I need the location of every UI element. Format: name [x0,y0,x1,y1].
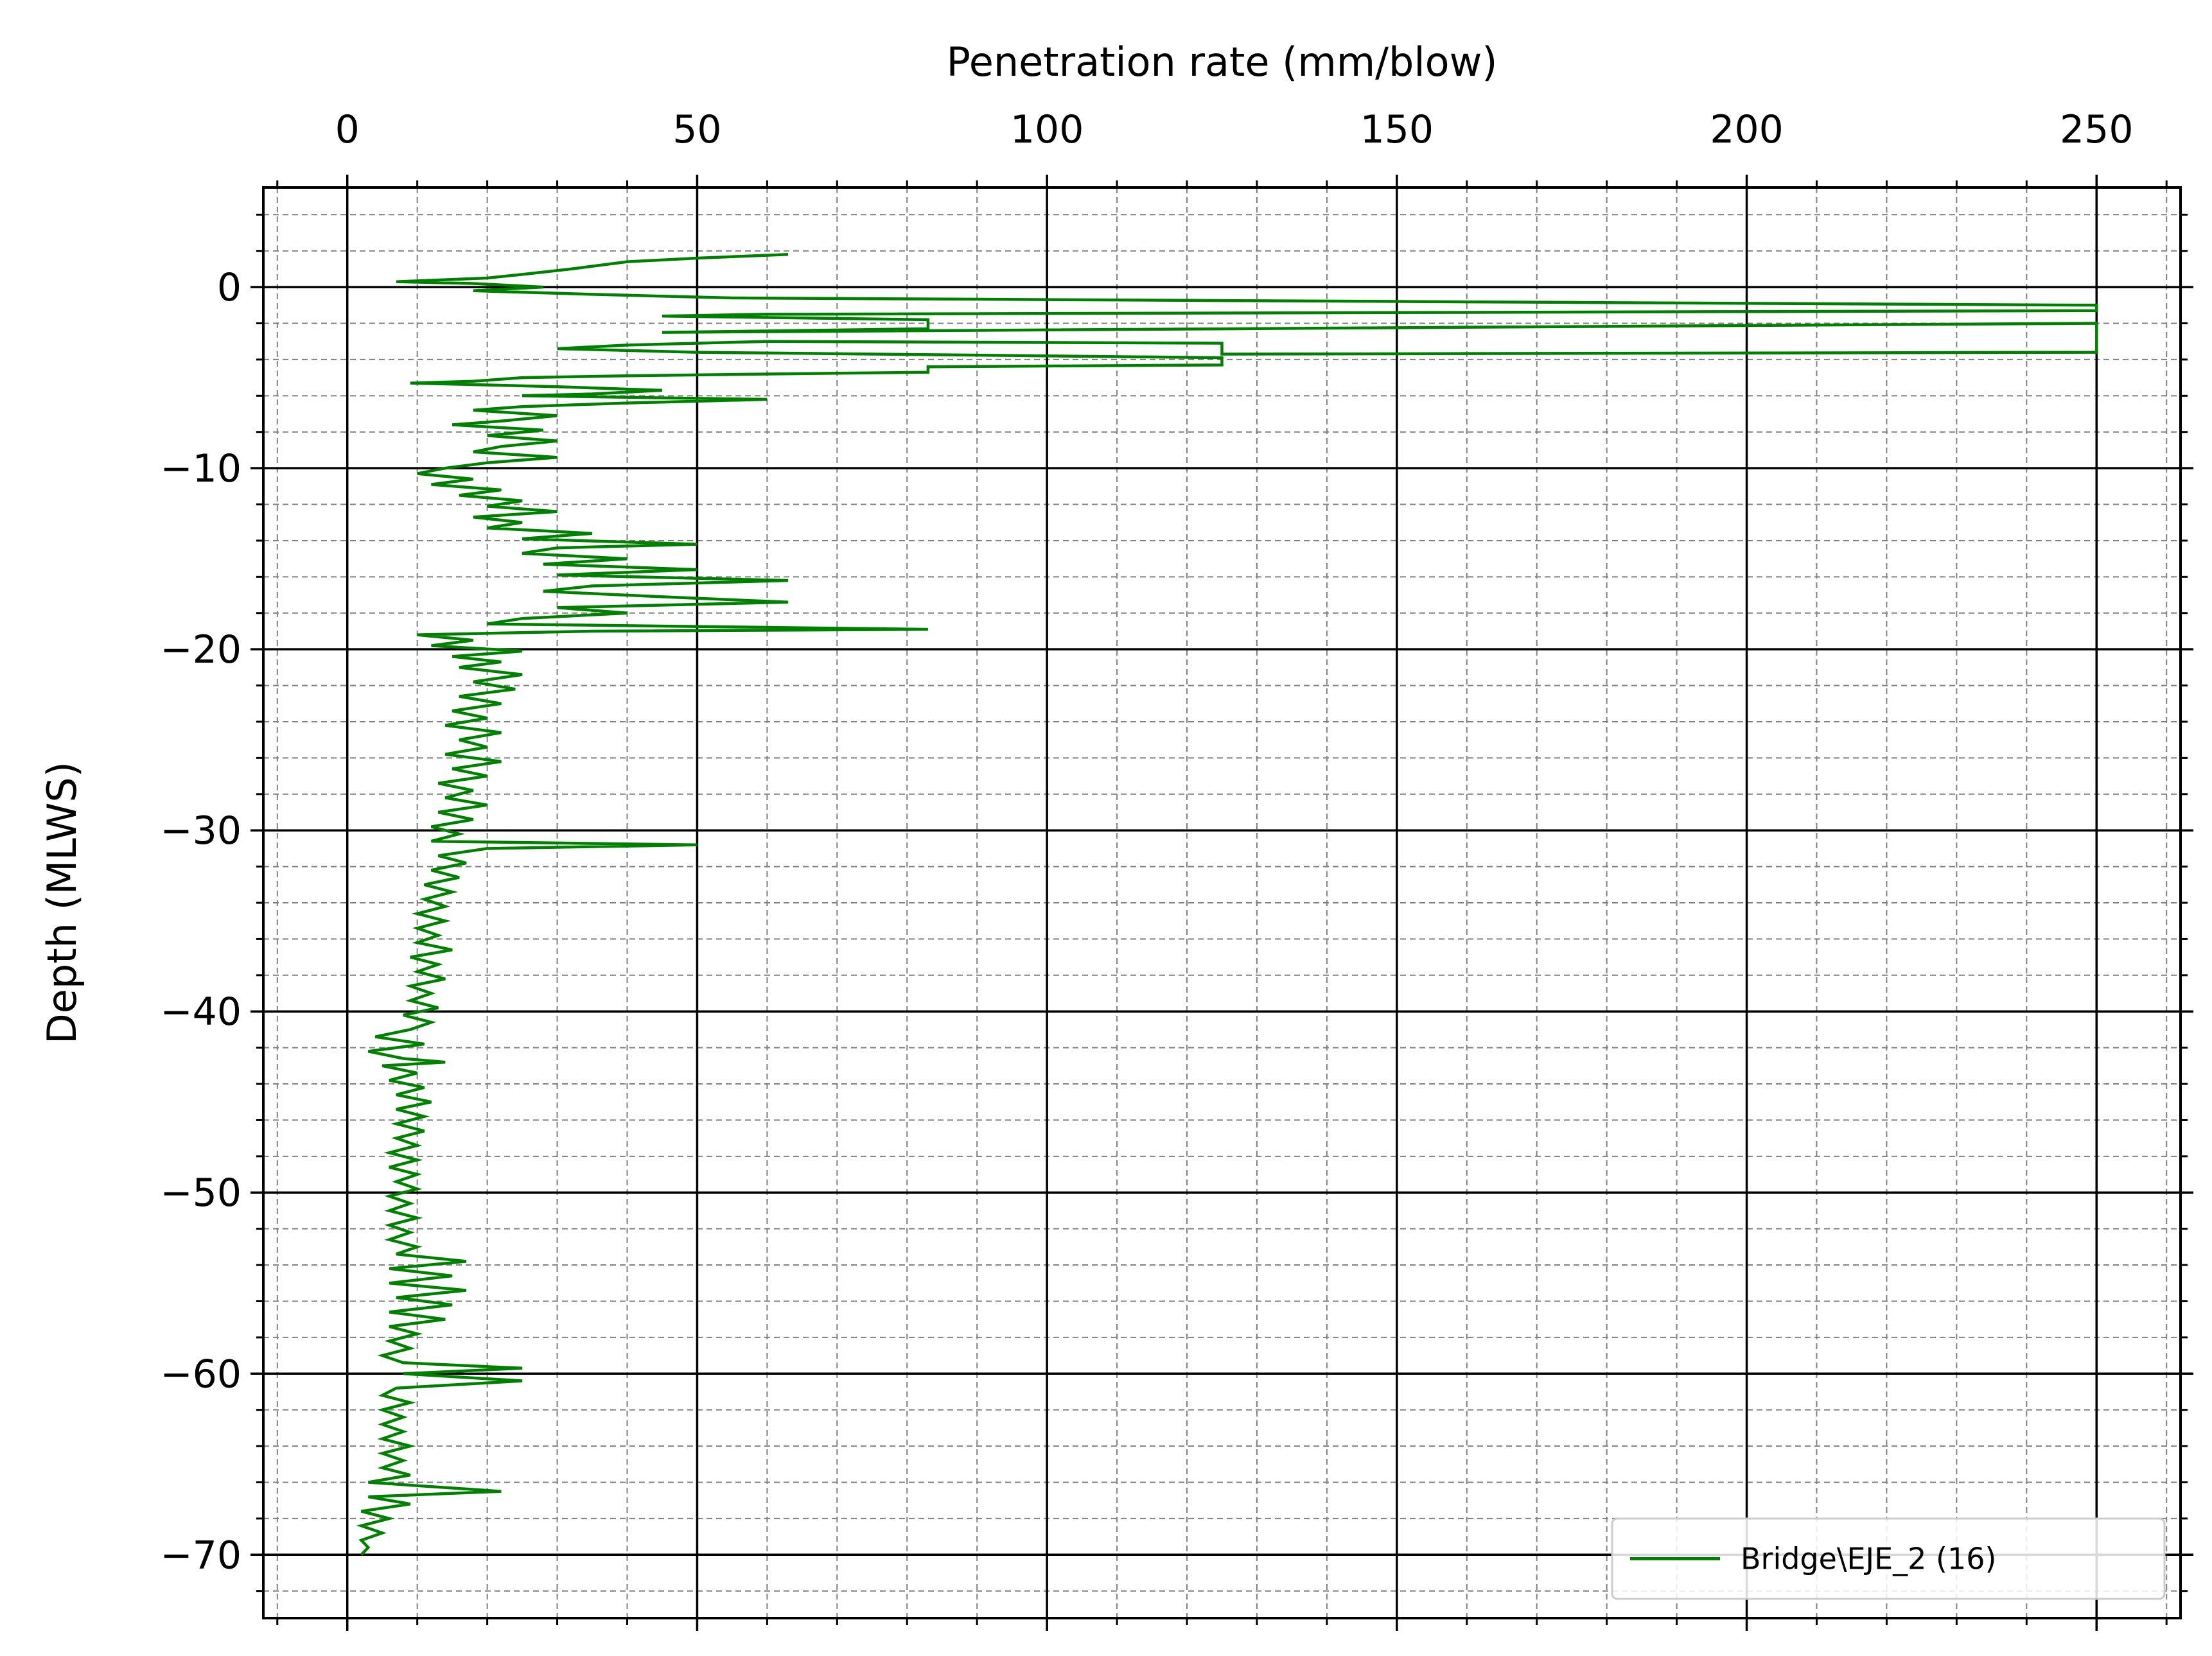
y-tick-label: −30 [160,808,241,853]
x-tick-label: 150 [1360,107,1434,152]
x-tick-label: 100 [1010,107,1084,152]
x-tick-label: 200 [1710,107,1784,152]
legend-label: Bridge\EJE_2 (16) [1741,1542,1996,1576]
y-tick-label: −70 [160,1533,241,1578]
y-tick-label: −50 [160,1171,241,1216]
x-axis-title: Penetration rate (mm/blow) [947,39,1498,85]
x-tick-label: 0 [335,107,360,152]
y-tick-label: −60 [160,1352,241,1397]
y-tick-label: −10 [160,446,241,491]
y-tick-label: 0 [217,265,241,310]
series-line-0 [356,253,2098,1556]
x-tick-label: 250 [2060,107,2134,152]
y-axis-title: Depth (MLWS) [39,762,85,1044]
legend-box [1611,1517,2166,1600]
x-tick-label: 50 [672,107,721,152]
legend: Bridge\EJE_2 (16) [1611,1517,2166,1600]
y-tick-label: −40 [160,989,241,1034]
y-tick-label: −20 [160,627,241,672]
